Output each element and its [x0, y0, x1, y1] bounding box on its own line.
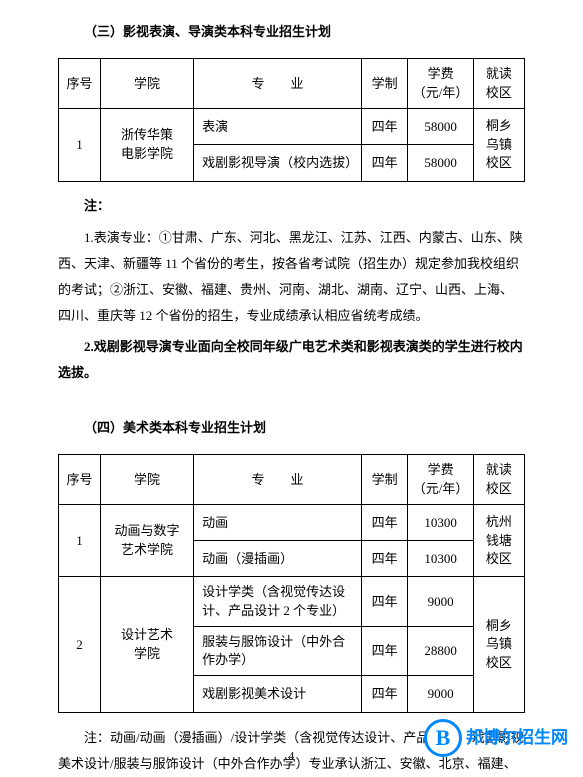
table-row: 1 动画与数字艺术学院 动画 四年 10300 杭州钱塘校区 [59, 504, 525, 540]
watermark: B 邦博尔招生网 [424, 719, 568, 757]
header-duration: 学制 [361, 59, 408, 108]
cell-major: 动画（漫插画） [194, 541, 362, 577]
watermark-logo-icon: B [424, 719, 462, 757]
cell-duration: 四年 [361, 676, 408, 712]
header-college: 学院 [100, 59, 193, 108]
cell-fee: 28800 [408, 626, 473, 675]
section3-title: （三）影视表演、导演类本科专业招生计划 [58, 20, 525, 43]
cell-fee: 10300 [408, 541, 473, 577]
table-row: 1 浙传华策电影学院 表演 四年 58000 桐乡乌镇校区 [59, 108, 525, 144]
cell-college: 设计艺术学院 [100, 577, 193, 712]
section4-title: （四）美术类本科专业招生计划 [58, 416, 525, 439]
cell-fee: 58000 [408, 145, 473, 181]
cell-college: 动画与数字艺术学院 [100, 504, 193, 577]
cell-major: 服装与服饰设计（中外合作办学） [194, 626, 362, 675]
cell-campus: 桐乡乌镇校区 [473, 108, 524, 181]
section3-note1: 1.表演专业：①甘肃、广东、河北、黑龙江、江苏、江西、内蒙古、山东、陕西、天津、… [58, 225, 525, 329]
cell-major: 动画 [194, 504, 362, 540]
header-college: 学院 [100, 455, 193, 504]
cell-fee: 9000 [408, 676, 473, 712]
cell-duration: 四年 [361, 577, 408, 626]
cell-major: 戏剧影视导演（校内选拔） [194, 145, 362, 181]
page-number: 4 [289, 747, 295, 767]
header-major: 专 业 [194, 59, 362, 108]
cell-fee: 58000 [408, 108, 473, 144]
cell-major: 设计学类（含视觉传达设计、产品设计 2 个专业） [194, 577, 362, 626]
header-fee: 学费（元/年） [408, 455, 473, 504]
cell-duration: 四年 [361, 504, 408, 540]
cell-duration: 四年 [361, 108, 408, 144]
cell-major: 表演 [194, 108, 362, 144]
cell-fee: 10300 [408, 504, 473, 540]
cell-campus: 桐乡乌镇校区 [473, 577, 524, 712]
cell-duration: 四年 [361, 626, 408, 675]
cell-seq: 1 [59, 108, 101, 181]
cell-campus: 杭州钱塘校区 [473, 504, 524, 577]
cell-duration: 四年 [361, 145, 408, 181]
header-fee: 学费（元/年） [408, 59, 473, 108]
header-seq: 序号 [59, 59, 101, 108]
cell-college: 浙传华策电影学院 [100, 108, 193, 181]
cell-seq: 1 [59, 504, 101, 577]
section3-note2: 2.戏剧影视导演专业面向全校同年级广电艺术类和影视表演类的学生进行校内选拔。 [58, 334, 525, 386]
header-seq: 序号 [59, 455, 101, 504]
section3-table: 序号 学院 专 业 学制 学费（元/年） 就读校区 1 浙传华策电影学院 表演 … [58, 58, 525, 181]
section4-table: 序号 学院 专 业 学制 学费（元/年） 就读校区 1 动画与数字艺术学院 动画… [58, 454, 525, 712]
header-campus: 就读校区 [473, 455, 524, 504]
section3-note-label: 注： [58, 194, 525, 217]
watermark-text: 邦博尔招生网 [466, 723, 568, 754]
header-duration: 学制 [361, 455, 408, 504]
cell-seq: 2 [59, 577, 101, 712]
table-header-row: 序号 学院 专 业 学制 学费（元/年） 就读校区 [59, 59, 525, 108]
cell-duration: 四年 [361, 541, 408, 577]
header-campus: 就读校区 [473, 59, 524, 108]
cell-major: 戏剧影视美术设计 [194, 676, 362, 712]
cell-fee: 9000 [408, 577, 473, 626]
header-major: 专 业 [194, 455, 362, 504]
table-header-row: 序号 学院 专 业 学制 学费（元/年） 就读校区 [59, 455, 525, 504]
table-row: 2 设计艺术学院 设计学类（含视觉传达设计、产品设计 2 个专业） 四年 900… [59, 577, 525, 626]
